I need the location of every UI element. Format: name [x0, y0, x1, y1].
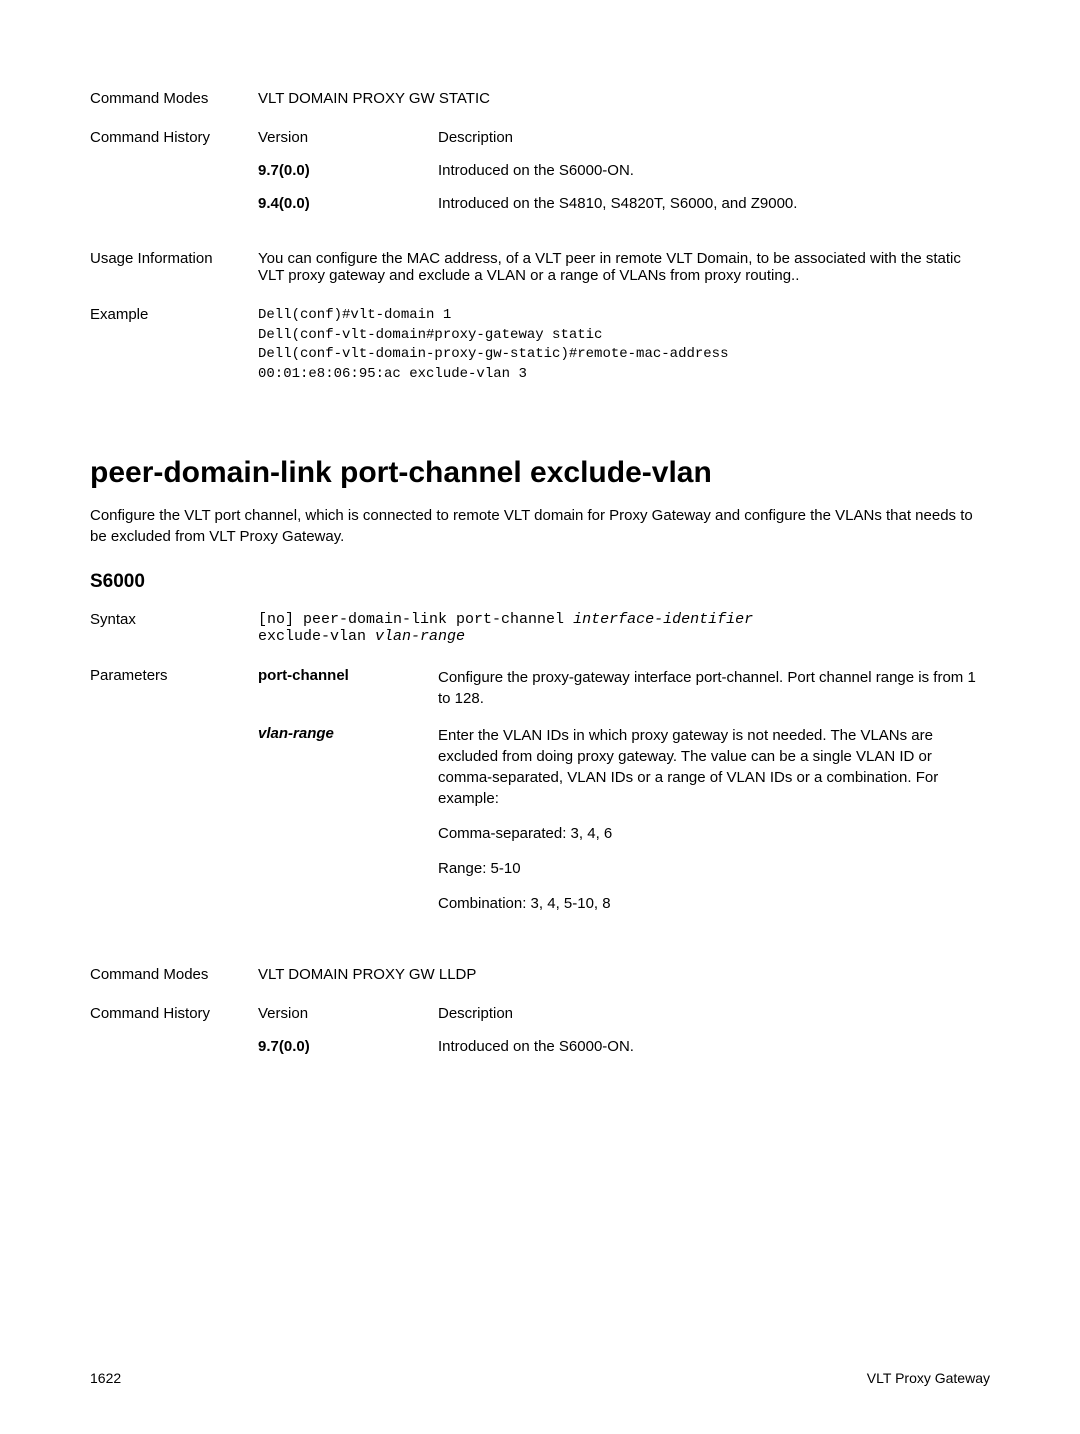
- table-header-row: Version Description: [258, 129, 990, 146]
- example-code: Dell(conf)#vlt-domain 1 Dell(conf-vlt-do…: [258, 306, 990, 384]
- param-extra: Combination: 3, 4, 5-10, 8: [438, 893, 990, 914]
- parameters-content: port-channel Configure the proxy-gateway…: [258, 667, 990, 944]
- command-modes-label: Command Modes: [90, 90, 258, 107]
- version-cell: 9.7(0.0): [258, 1038, 438, 1055]
- intro-text: Configure the VLT port channel, which is…: [90, 505, 990, 547]
- table-row: 9.7(0.0) Introduced on the S6000-ON.: [258, 1038, 990, 1055]
- param-desc: Enter the VLAN IDs in which proxy gatewa…: [438, 725, 990, 928]
- command-history-section-2: Command History Version Description 9.7(…: [90, 1005, 990, 1071]
- page-number: 1622: [90, 1370, 121, 1386]
- usage-information-section: Usage Information You can configure the …: [90, 250, 990, 284]
- command-modes-value: VLT DOMAIN PROXY GW LLDP: [258, 966, 990, 983]
- command-modes-section: Command Modes VLT DOMAIN PROXY GW STATIC: [90, 90, 990, 107]
- description-header: Description: [438, 1005, 990, 1022]
- param-desc: Configure the proxy-gateway interface po…: [438, 667, 990, 709]
- footer-section-name: VLT Proxy Gateway: [867, 1370, 990, 1386]
- syntax-code-italic: vlan-range: [375, 628, 465, 645]
- page-footer: 1622 VLT Proxy Gateway: [90, 1370, 990, 1386]
- command-history-label: Command History: [90, 129, 258, 228]
- usage-information-text: You can configure the MAC address, of a …: [258, 250, 990, 284]
- param-name: port-channel: [258, 667, 438, 709]
- syntax-code: exclude-vlan: [258, 628, 375, 645]
- param-row: vlan-range Enter the VLAN IDs in which p…: [258, 725, 990, 928]
- syntax-code: [no] peer-domain-link port-channel: [258, 611, 573, 628]
- parameters-label: Parameters: [90, 667, 258, 944]
- example-label: Example: [90, 306, 258, 384]
- example-section: Example Dell(conf)#vlt-domain 1 Dell(con…: [90, 306, 990, 384]
- param-desc-text: Enter the VLAN IDs in which proxy gatewa…: [438, 725, 990, 809]
- command-history-table: Version Description 9.7(0.0) Introduced …: [258, 1005, 990, 1071]
- table-row: 9.7(0.0) Introduced on the S6000-ON.: [258, 162, 990, 179]
- description-cell: Introduced on the S6000-ON.: [438, 1038, 990, 1055]
- command-modes-value: VLT DOMAIN PROXY GW STATIC: [258, 90, 990, 107]
- syntax-value: [no] peer-domain-link port-channel inter…: [258, 611, 990, 645]
- table-row: 9.4(0.0) Introduced on the S4810, S4820T…: [258, 195, 990, 212]
- description-cell: Introduced on the S4810, S4820T, S6000, …: [438, 195, 990, 212]
- page-title: peer-domain-link port-channel exclude-vl…: [90, 456, 990, 490]
- table-header-row: Version Description: [258, 1005, 990, 1022]
- param-extra: Range: 5-10: [438, 858, 990, 879]
- command-history-label: Command History: [90, 1005, 258, 1071]
- description-header: Description: [438, 129, 990, 146]
- syntax-code-italic: interface-identifier: [573, 611, 753, 628]
- param-extra: Comma-separated: 3, 4, 6: [438, 823, 990, 844]
- syntax-section: Syntax [no] peer-domain-link port-channe…: [90, 611, 990, 645]
- usage-information-label: Usage Information: [90, 250, 258, 284]
- parameters-section: Parameters port-channel Configure the pr…: [90, 667, 990, 944]
- param-name: vlan-range: [258, 725, 438, 928]
- command-history-section: Command History Version Description 9.7(…: [90, 129, 990, 228]
- version-cell: 9.7(0.0): [258, 162, 438, 179]
- param-row: port-channel Configure the proxy-gateway…: [258, 667, 990, 709]
- command-modes-section-2: Command Modes VLT DOMAIN PROXY GW LLDP: [90, 966, 990, 983]
- syntax-label: Syntax: [90, 611, 258, 645]
- sub-heading: S6000: [90, 571, 990, 593]
- command-history-table: Version Description 9.7(0.0) Introduced …: [258, 129, 990, 228]
- description-cell: Introduced on the S6000-ON.: [438, 162, 990, 179]
- version-header: Version: [258, 129, 438, 146]
- command-modes-label: Command Modes: [90, 966, 258, 983]
- version-header: Version: [258, 1005, 438, 1022]
- version-cell: 9.4(0.0): [258, 195, 438, 212]
